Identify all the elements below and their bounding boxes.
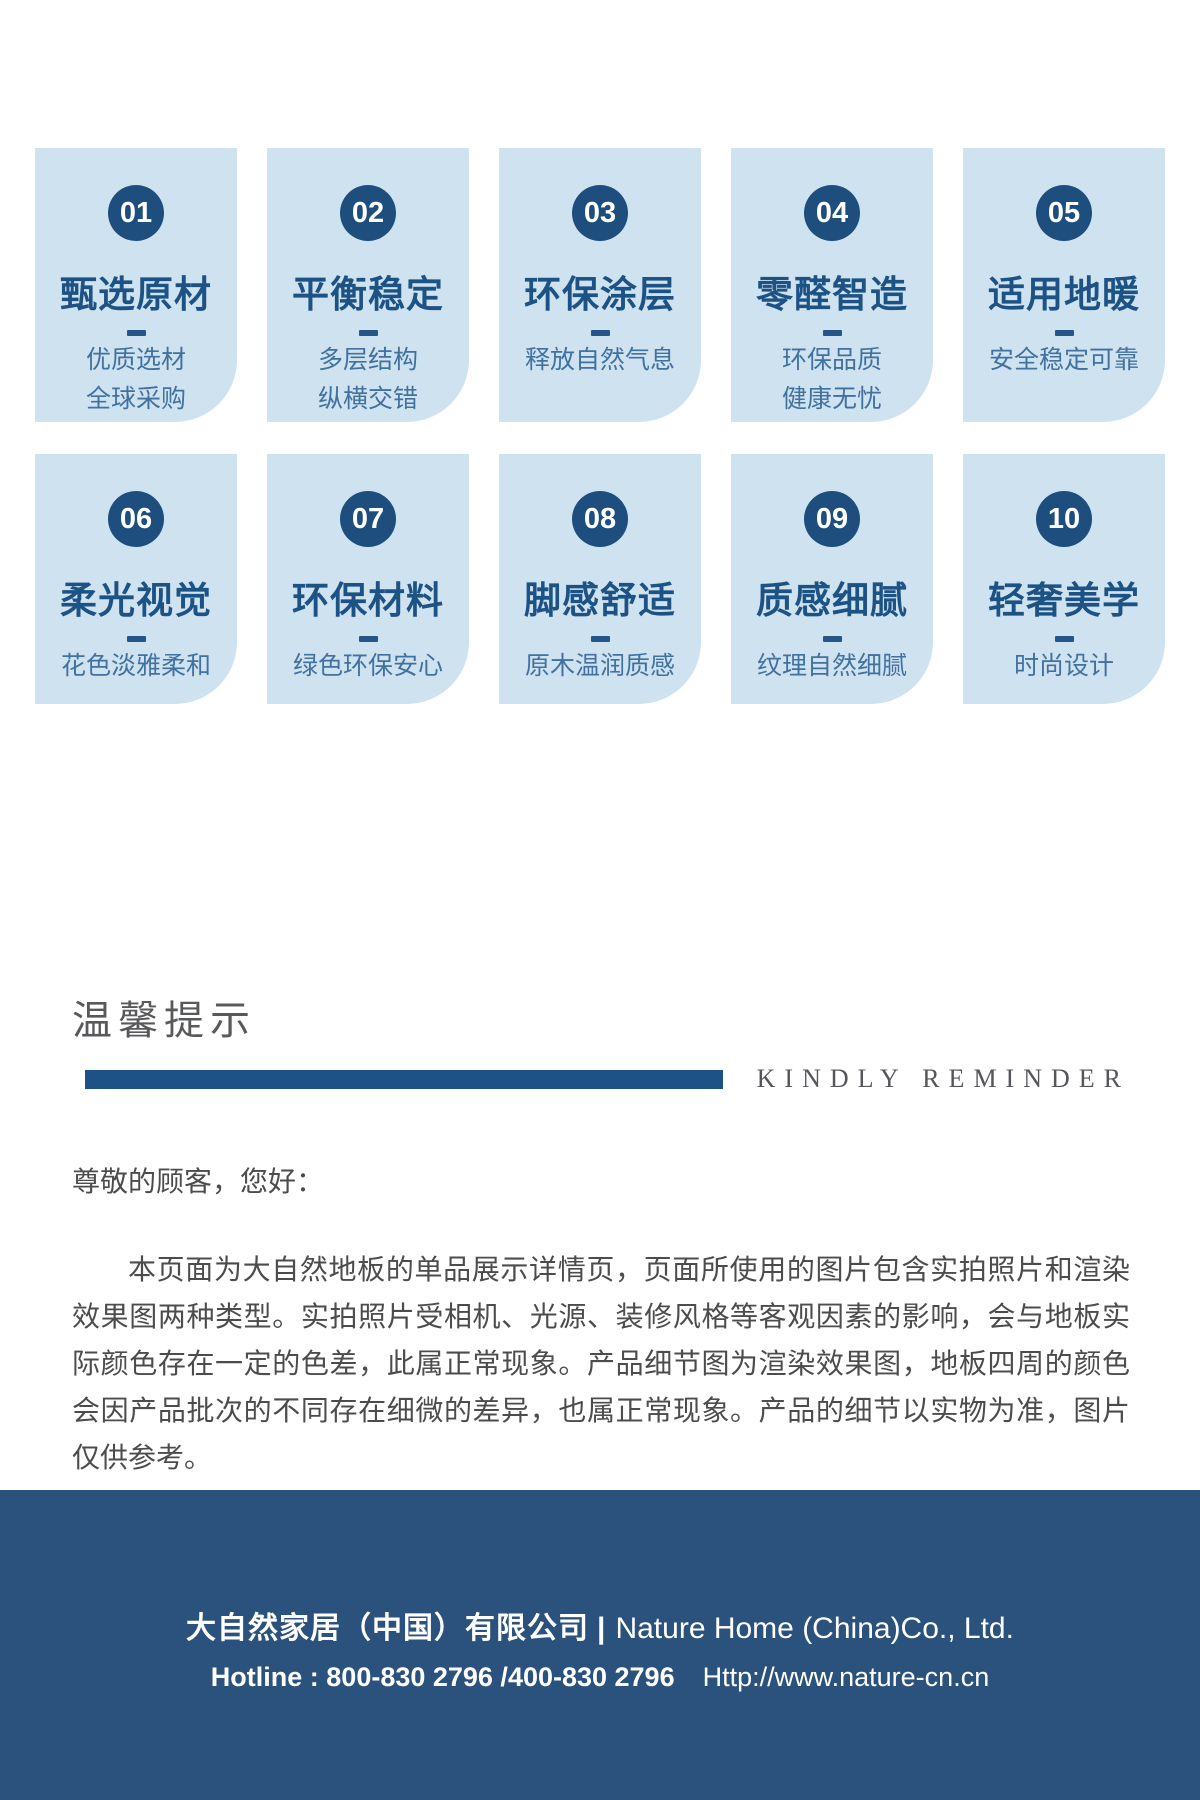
feature-title: 零醛智造 <box>756 274 908 315</box>
feature-number-badge: 09 <box>804 491 860 547</box>
kindly-reminder-section: 温馨提示 KINDLY REMINDER 尊敬的顾客，您好： 本页面为大自然地板… <box>72 988 1130 1481</box>
feature-title: 柔光视觉 <box>60 580 212 621</box>
company-name-cn: 大自然家居（中国）有限公司 <box>186 1612 590 1645</box>
feature-number-badge: 05 <box>1036 185 1092 241</box>
divider-dash-icon <box>358 330 378 336</box>
reminder-title-en: KINDLY REMINDER <box>756 1064 1130 1093</box>
feature-title: 适用地暖 <box>988 274 1140 315</box>
divider-dash-icon <box>1054 330 1074 336</box>
hotline-numbers: 800-830 2796 /400-830 2796 <box>326 1662 675 1692</box>
divider-dash-icon <box>590 330 610 336</box>
feature-card-04: 04 零醛智造 环保品质 健康无忧 <box>731 148 933 422</box>
feature-subtitle-line: 安全稳定可靠 <box>988 346 1139 374</box>
feature-card-02: 02 平衡稳定 多层结构 纵横交错 <box>267 148 469 422</box>
feature-card-10: 10 轻奢美学 时尚设计 <box>963 454 1165 704</box>
feature-number-badge: 02 <box>340 185 396 241</box>
feature-subtitle-line: 时尚设计 <box>1013 652 1114 680</box>
feature-subtitle-line: 原木温润质感 <box>524 652 675 680</box>
feature-subtitle-line: 优质选材 <box>85 346 186 374</box>
feature-title: 脚感舒适 <box>524 580 676 621</box>
feature-card-01: 01 甄选原材 优质选材 全球采购 <box>35 148 237 422</box>
feature-number-badge: 07 <box>340 491 396 547</box>
feature-card-08: 08 脚感舒适 原木温润质感 <box>499 454 701 704</box>
divider-dash-icon <box>590 636 610 642</box>
feature-subtitle-line: 花色淡雅柔和 <box>60 652 211 680</box>
divider-dash-icon <box>1054 636 1074 642</box>
hotline-label: Hotline : <box>210 1662 327 1692</box>
divider-dash-icon <box>822 330 842 336</box>
feature-title: 平衡稳定 <box>292 274 444 315</box>
separator-pipe: | <box>597 1612 606 1645</box>
feature-subtitle-line: 多层结构 <box>317 346 418 374</box>
footer: 大自然家居（中国）有限公司 | Nature Home (China)Co., Lt… <box>0 1490 1200 1800</box>
feature-number-badge: 04 <box>804 185 860 241</box>
feature-card-05: 05 适用地暖 安全稳定可靠 <box>963 148 1165 422</box>
feature-subtitle-line: 释放自然气息 <box>524 346 675 374</box>
feature-title: 环保材料 <box>292 580 444 621</box>
feature-number-badge: 08 <box>572 491 628 547</box>
reminder-heading-row: KINDLY REMINDER <box>72 1064 1130 1094</box>
reminder-title-cn: 温馨提示 <box>72 999 256 1043</box>
feature-title: 环保涂层 <box>524 274 676 315</box>
blue-bar-divider <box>85 1069 723 1089</box>
feature-subtitle-line: 全球采购 <box>85 385 186 413</box>
feature-subtitle-line: 纹理自然细腻 <box>756 652 907 680</box>
divider-dash-icon <box>358 636 378 642</box>
customer-greeting: 尊敬的顾客，您好： <box>72 1166 325 1197</box>
feature-subtitle-line: 纵横交错 <box>317 385 418 413</box>
feature-number-badge: 01 <box>108 185 164 241</box>
divider-dash-icon <box>126 330 146 336</box>
feature-card-09: 09 质感细腻 纹理自然细腻 <box>731 454 933 704</box>
feature-subtitle-line: 环保品质 <box>781 346 882 374</box>
feature-title: 轻奢美学 <box>988 580 1140 621</box>
feature-card-07: 07 环保材料 绿色环保安心 <box>267 454 469 704</box>
feature-card-06: 06 柔光视觉 花色淡雅柔和 <box>35 454 237 704</box>
feature-number-badge: 06 <box>108 491 164 547</box>
company-name-en: Nature Home (China)Co., Ltd. <box>615 1612 1014 1645</box>
feature-number-badge: 10 <box>1036 491 1092 547</box>
contact-line: Hotline : 800-830 2796 /400-830 2796 Http… <box>0 1662 1200 1693</box>
feature-subtitle-line: 健康无忧 <box>781 385 882 413</box>
feature-subtitle-line: 绿色环保安心 <box>292 652 443 680</box>
feature-title: 质感细腻 <box>756 580 908 621</box>
website-url: Http://www.nature-cn.cn <box>702 1662 990 1692</box>
feature-card-03: 03 环保涂层 释放自然气息 <box>499 148 701 422</box>
divider-dash-icon <box>822 636 842 642</box>
divider-dash-icon <box>126 636 146 642</box>
feature-number-badge: 03 <box>572 185 628 241</box>
reminder-body-text: 本页面为大自然地板的单品展示详情页，页面所使用的图片包含实拍照片和渲染效果图两种… <box>72 1254 1130 1473</box>
feature-card-grid: 01 甄选原材 优质选材 全球采购 02 平衡稳定 多层结构 纵横交错 03 环… <box>35 148 1165 704</box>
feature-title: 甄选原材 <box>60 274 212 315</box>
company-name-line: 大自然家居（中国）有限公司 | Nature Home (China)Co., Lt… <box>0 1603 1200 1647</box>
